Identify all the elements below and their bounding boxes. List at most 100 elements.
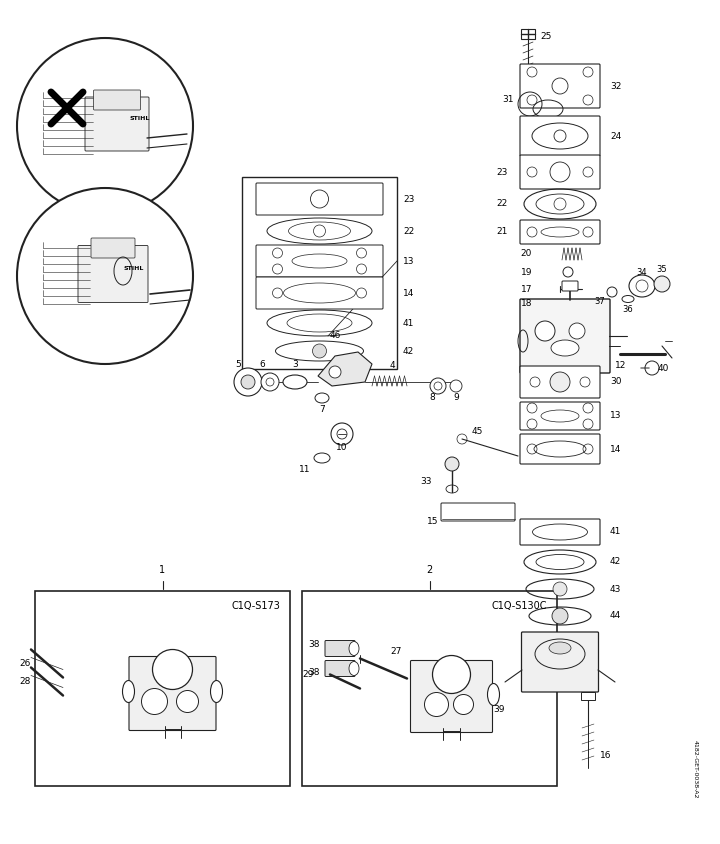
Text: 42: 42 xyxy=(610,558,621,566)
Text: 33: 33 xyxy=(420,478,432,486)
Circle shape xyxy=(17,188,193,364)
Circle shape xyxy=(176,690,199,712)
Text: 25: 25 xyxy=(540,31,552,41)
FancyBboxPatch shape xyxy=(520,155,600,189)
Ellipse shape xyxy=(549,642,571,654)
Circle shape xyxy=(433,656,470,694)
FancyBboxPatch shape xyxy=(520,220,600,244)
FancyBboxPatch shape xyxy=(129,657,216,731)
Circle shape xyxy=(445,457,459,471)
Text: 18: 18 xyxy=(521,300,532,309)
Bar xyxy=(581,692,595,700)
Text: 1: 1 xyxy=(159,565,166,575)
Text: 23: 23 xyxy=(497,167,508,176)
Text: 5: 5 xyxy=(235,360,241,369)
Text: 27: 27 xyxy=(390,647,401,656)
Ellipse shape xyxy=(283,375,307,389)
Text: 44: 44 xyxy=(610,612,621,620)
Circle shape xyxy=(142,689,168,715)
Text: 38: 38 xyxy=(308,640,320,649)
FancyBboxPatch shape xyxy=(256,183,383,215)
Text: 17: 17 xyxy=(521,284,532,294)
Text: 41: 41 xyxy=(610,528,621,537)
Text: 42: 42 xyxy=(403,347,414,355)
FancyBboxPatch shape xyxy=(520,434,600,464)
FancyBboxPatch shape xyxy=(256,277,383,309)
FancyBboxPatch shape xyxy=(91,238,135,258)
FancyBboxPatch shape xyxy=(410,661,492,733)
Text: 22: 22 xyxy=(497,199,508,208)
FancyBboxPatch shape xyxy=(325,641,355,657)
Text: 41: 41 xyxy=(403,318,415,327)
Ellipse shape xyxy=(349,662,359,675)
Text: 31: 31 xyxy=(502,95,513,104)
Text: 8: 8 xyxy=(429,393,435,403)
FancyBboxPatch shape xyxy=(520,366,600,398)
Text: 37: 37 xyxy=(594,297,605,306)
Text: 46: 46 xyxy=(330,332,341,340)
FancyBboxPatch shape xyxy=(520,299,610,373)
FancyBboxPatch shape xyxy=(520,64,600,108)
Text: 43: 43 xyxy=(610,585,621,593)
Text: C1Q-S173: C1Q-S173 xyxy=(231,601,280,611)
Text: 16: 16 xyxy=(600,751,611,760)
Text: 39: 39 xyxy=(493,705,505,713)
Text: 12: 12 xyxy=(615,361,626,371)
Text: 34: 34 xyxy=(636,268,647,277)
Circle shape xyxy=(553,582,567,596)
Text: 4: 4 xyxy=(390,361,395,371)
Text: 24: 24 xyxy=(610,132,621,140)
Text: 7: 7 xyxy=(319,405,325,414)
Text: 36: 36 xyxy=(623,305,634,313)
FancyBboxPatch shape xyxy=(325,661,355,677)
Ellipse shape xyxy=(122,680,135,702)
Circle shape xyxy=(552,608,568,624)
Text: 3: 3 xyxy=(292,360,298,369)
Bar xyxy=(302,591,557,786)
FancyBboxPatch shape xyxy=(256,245,383,277)
Circle shape xyxy=(425,692,449,717)
Text: 21: 21 xyxy=(497,228,508,236)
Circle shape xyxy=(329,366,341,378)
Circle shape xyxy=(17,38,193,214)
Text: 45: 45 xyxy=(472,428,483,436)
Text: 38: 38 xyxy=(308,668,320,677)
Text: 19: 19 xyxy=(521,268,532,277)
FancyBboxPatch shape xyxy=(94,90,140,110)
FancyBboxPatch shape xyxy=(562,281,578,291)
Text: 32: 32 xyxy=(610,82,621,90)
FancyBboxPatch shape xyxy=(78,246,148,302)
Circle shape xyxy=(153,650,192,690)
Circle shape xyxy=(450,380,462,392)
Text: C1Q-S130C: C1Q-S130C xyxy=(492,601,547,611)
Circle shape xyxy=(331,423,353,445)
Text: STIHL: STIHL xyxy=(130,116,150,121)
Circle shape xyxy=(234,368,262,396)
Circle shape xyxy=(535,321,555,341)
Text: 15: 15 xyxy=(426,517,438,527)
Bar xyxy=(521,29,535,39)
FancyBboxPatch shape xyxy=(520,519,600,545)
Text: STIHL: STIHL xyxy=(123,266,143,270)
Text: 2: 2 xyxy=(426,565,433,575)
Circle shape xyxy=(654,276,670,292)
Circle shape xyxy=(569,323,585,339)
Ellipse shape xyxy=(551,340,579,356)
Ellipse shape xyxy=(349,641,359,656)
Ellipse shape xyxy=(487,684,500,706)
Text: 20: 20 xyxy=(521,250,532,258)
Circle shape xyxy=(241,375,255,389)
Text: 40: 40 xyxy=(658,364,670,372)
Text: 6: 6 xyxy=(259,360,265,369)
Ellipse shape xyxy=(210,680,222,702)
Circle shape xyxy=(430,378,446,394)
Text: 9: 9 xyxy=(453,393,459,403)
Circle shape xyxy=(550,372,570,392)
Text: 4182-GET-0038-A2: 4182-GET-0038-A2 xyxy=(693,740,698,799)
Text: 14: 14 xyxy=(403,289,415,297)
Text: 13: 13 xyxy=(610,412,621,420)
Bar xyxy=(35,591,290,786)
FancyBboxPatch shape xyxy=(520,402,600,430)
Text: 10: 10 xyxy=(336,442,348,452)
Circle shape xyxy=(310,190,328,208)
